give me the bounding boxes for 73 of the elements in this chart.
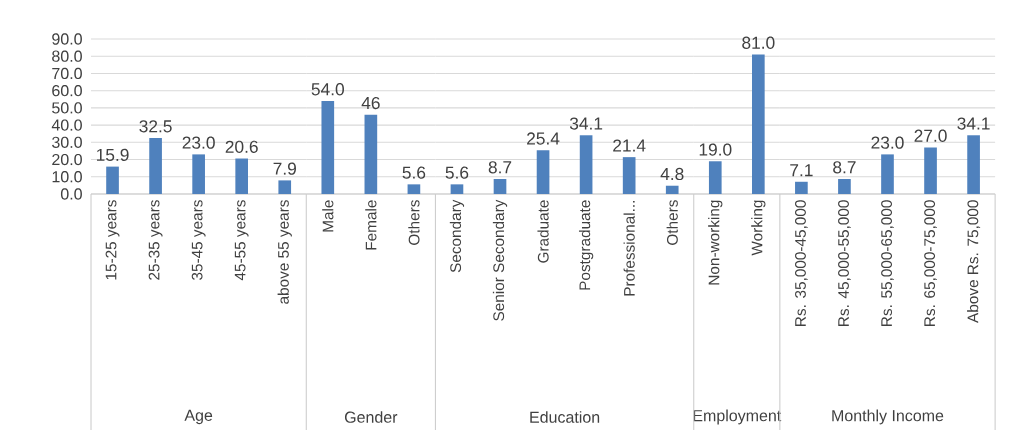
- y-tick-label: 20.0: [52, 153, 82, 166]
- bar: [450, 184, 464, 194]
- x-tick-label: 45-55 years: [234, 200, 249, 281]
- x-tick-label: 35-45 years: [191, 200, 206, 280]
- data-label: 8.7: [833, 161, 856, 174]
- x-axis-title: Monthly Income: [832, 409, 944, 425]
- x-tick-label: 25-35 years: [148, 200, 163, 280]
- x-tick-label: Rs. 45,000-55,000: [838, 200, 851, 326]
- x-axis-title: Education: [530, 411, 600, 423]
- bar: [665, 185, 679, 194]
- data-label: 5.6: [445, 166, 469, 179]
- bar: [795, 181, 808, 194]
- x-tick-label: above 55 years: [277, 200, 292, 304]
- x-tick-label: Above Rs. 75,000: [967, 200, 981, 323]
- x-tick-label: Female: [365, 200, 377, 250]
- x-tick-label: Working: [751, 200, 766, 256]
- data-label: 34.1: [569, 117, 603, 130]
- data-label: 23.0: [871, 136, 904, 149]
- y-tick-label: 60.0: [52, 85, 82, 97]
- x-tick-label: 15-25 years: [105, 200, 120, 280]
- x-tick-label: Rs. 65,000-75,000: [924, 200, 937, 326]
- x-tick-label: Secondary: [449, 199, 465, 273]
- data-label: 46: [361, 96, 380, 110]
- bar: [493, 179, 507, 194]
- y-tick-label: 40.0: [51, 119, 82, 131]
- x-axis-title: Employment: [693, 409, 782, 425]
- x-tick-label: Graduate: [537, 200, 549, 263]
- bar: [881, 154, 894, 194]
- data-label: 32.5: [139, 120, 172, 133]
- bar: [278, 180, 292, 194]
- x-tick-label: Senior Secondary: [492, 199, 508, 321]
- y-tick-label: 70.0: [52, 67, 82, 80]
- bar: [106, 166, 119, 194]
- bar: [622, 157, 636, 194]
- data-label: 7.1: [790, 164, 813, 177]
- data-label: 5.6: [402, 166, 426, 179]
- y-tick-label: 0.0: [60, 188, 82, 200]
- data-label: 20.6: [225, 140, 258, 153]
- data-label: 15.9: [96, 148, 129, 162]
- x-tick-label: Professional...: [623, 201, 635, 296]
- y-tick-label: 30.0: [52, 136, 82, 148]
- bar: [536, 150, 550, 194]
- data-label: 23.0: [182, 136, 215, 149]
- data-label: 19.0: [699, 143, 732, 156]
- bar: [924, 147, 937, 194]
- bar: [838, 179, 851, 194]
- bar: [149, 138, 162, 194]
- x-axis-title: Age: [184, 409, 213, 425]
- bar: [967, 135, 980, 194]
- x-tick-label: Postgraduate: [578, 200, 594, 290]
- x-tick-label: Rs. 55,000-65,000: [881, 200, 894, 326]
- data-label: 8.7: [488, 161, 512, 174]
- x-axis-title: Gender: [344, 411, 398, 423]
- x-tick-label: Male: [322, 200, 334, 232]
- data-label: 25.4: [527, 132, 560, 145]
- data-label: 27.0: [914, 129, 947, 142]
- x-tick-label: Non-working: [708, 200, 723, 285]
- y-tick-label: 90.0: [52, 33, 82, 45]
- y-tick-label: 10.0: [52, 171, 82, 183]
- y-tick-label: 80.0: [52, 50, 82, 62]
- data-label: 4.8: [660, 167, 684, 181]
- bar: [192, 154, 205, 194]
- x-tick-label: Others: [666, 200, 678, 245]
- data-label: 34.1: [957, 117, 990, 130]
- data-label: 21.4: [613, 139, 646, 152]
- bar: [235, 158, 249, 194]
- x-tick-label: Rs. 35,000-45,000: [795, 200, 808, 326]
- data-label: 54.0: [311, 83, 344, 96]
- data-label: 7.9: [273, 162, 296, 175]
- x-tick-label: Others: [408, 200, 420, 245]
- y-tick-label: 50.0: [52, 102, 82, 114]
- data-label: 81.0: [742, 36, 775, 49]
- bar: [579, 135, 593, 194]
